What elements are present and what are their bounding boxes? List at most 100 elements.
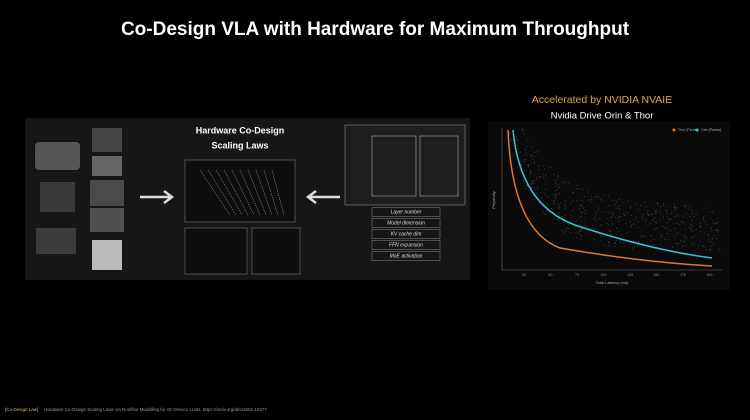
cloud-point xyxy=(674,206,676,208)
cloud-point xyxy=(525,154,527,156)
cloud-point xyxy=(670,218,672,220)
cloud-point xyxy=(517,148,520,150)
cloud-point xyxy=(708,236,710,238)
cloud-point xyxy=(557,175,559,178)
cloud-point xyxy=(541,197,543,199)
cloud-point xyxy=(584,224,586,227)
cloud-point xyxy=(638,221,640,223)
cloud-point xyxy=(707,239,709,241)
cloud-point xyxy=(545,188,547,190)
cloud-point xyxy=(590,201,592,203)
cloud-point xyxy=(625,232,627,234)
cloud-point xyxy=(577,188,579,190)
cloud-point xyxy=(564,200,566,202)
cloud-point xyxy=(624,214,626,216)
cloud-point xyxy=(676,233,678,235)
legend-swatch xyxy=(695,128,699,132)
cloud-point xyxy=(559,186,561,188)
device-image xyxy=(92,128,122,152)
cloud-point xyxy=(678,242,680,244)
slide-title: Co-Design VLA with Hardware for Maximum … xyxy=(121,19,630,40)
cloud-point xyxy=(553,203,555,205)
cloud-point xyxy=(628,231,630,233)
cloud-point xyxy=(587,191,589,193)
cloud-point xyxy=(679,221,681,223)
cloud-point xyxy=(525,158,527,160)
cloud-point xyxy=(667,218,670,220)
cloud-point xyxy=(620,216,622,218)
cloud-point xyxy=(709,211,711,213)
cloud-point xyxy=(578,233,580,235)
cloud-point xyxy=(682,246,684,248)
cloud-point xyxy=(621,245,623,247)
cloud-point xyxy=(695,213,697,215)
cloud-point xyxy=(699,240,701,242)
cloud-point xyxy=(590,196,592,198)
y-axis-label: Perplexity xyxy=(491,191,496,209)
cloud-point xyxy=(654,228,656,230)
cloud-point xyxy=(555,189,557,191)
cloud-point xyxy=(580,205,583,207)
cloud-point xyxy=(621,219,623,221)
cloud-point xyxy=(513,155,515,157)
cloud-point xyxy=(678,223,680,225)
cloud-point xyxy=(650,222,652,224)
cloud-point xyxy=(603,194,605,196)
cloud-point xyxy=(712,242,714,244)
cloud-point xyxy=(580,229,582,231)
cloud-point xyxy=(666,212,668,214)
cloud-point xyxy=(563,231,565,233)
cloud-point xyxy=(653,239,655,241)
cloud-point xyxy=(525,170,528,172)
cloud-point xyxy=(530,172,532,174)
cloud-point xyxy=(682,215,684,217)
device-image xyxy=(40,182,75,212)
cloud-point xyxy=(581,204,583,206)
cloud-point xyxy=(583,207,585,209)
cloud-point xyxy=(531,154,533,156)
scaling-line xyxy=(239,169,261,216)
cloud-point xyxy=(545,214,547,216)
cloud-point xyxy=(521,128,524,130)
cloud-point xyxy=(618,216,621,218)
cloud-point xyxy=(630,225,633,227)
panel-heading: Accelerated by NVIDIA NVAIE xyxy=(532,94,672,106)
cloud-point xyxy=(654,209,656,211)
cloud-point xyxy=(608,242,610,244)
cloud-point xyxy=(641,216,643,218)
cloud-point xyxy=(690,227,692,230)
cloud-point xyxy=(601,199,603,201)
cloud-point xyxy=(533,162,535,164)
cloud-point xyxy=(580,235,583,237)
cloud-point xyxy=(663,203,665,205)
cloud-point xyxy=(685,244,687,247)
cloud-point xyxy=(600,198,602,200)
cloud-point xyxy=(550,207,553,209)
cloud-point xyxy=(557,203,559,205)
cloud-point xyxy=(664,227,666,229)
cloud-point xyxy=(629,220,632,223)
cloud-point xyxy=(515,136,517,138)
cloud-point xyxy=(565,230,567,232)
cloud-point xyxy=(615,200,617,202)
cloud-point xyxy=(553,194,556,196)
cloud-point xyxy=(572,200,574,202)
cloud-point xyxy=(578,199,581,201)
cloud-point xyxy=(616,227,618,229)
cloud-point xyxy=(611,223,613,225)
cloud-point xyxy=(661,236,663,238)
cloud-point xyxy=(509,133,511,135)
cloud-point xyxy=(538,169,540,171)
cloud-point xyxy=(556,175,559,177)
cloud-point xyxy=(527,140,529,142)
cloud-point xyxy=(670,230,672,232)
cloud-point xyxy=(685,237,688,239)
cloud-point xyxy=(597,207,599,209)
cloud-point xyxy=(555,185,557,187)
cloud-point xyxy=(607,241,610,243)
cloud-point xyxy=(553,201,556,203)
cloud-point xyxy=(686,212,688,215)
cloud-point xyxy=(508,132,510,134)
legend-entry: Orin (Pareto) xyxy=(701,128,721,132)
cloud-point xyxy=(582,188,584,191)
